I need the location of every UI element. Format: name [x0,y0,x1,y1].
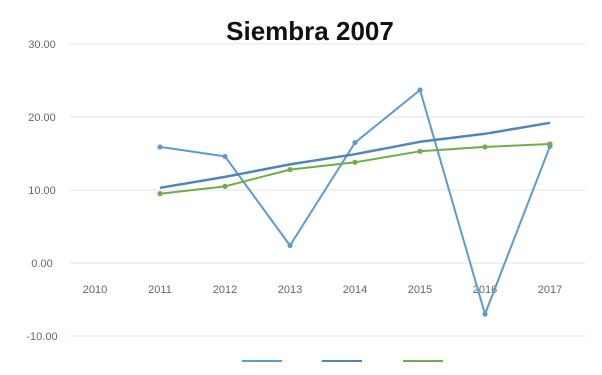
series-line [159,143,551,195]
series-2 [159,121,551,190]
data-point [352,139,358,146]
x-tick-label: 2011 [148,284,172,296]
series-line [159,121,551,190]
x-axis-ticks: 2010 2011 2012 2013 2014 2015 2016 2017 [83,284,562,296]
data-point [222,153,228,160]
x-tick-label: 2014 [343,284,367,296]
x-tick-label: 2017 [538,284,562,296]
y-tick-label: 0.00 [31,258,52,270]
series-1 [157,87,553,317]
y-tick-label: 10.00 [28,185,56,197]
x-tick-label: 2015 [408,284,432,296]
y-tick-label: -10.00 [26,331,57,343]
x-tick-label: 2012 [213,284,237,296]
data-point [287,166,293,173]
y-tick-label: 20.00 [28,112,56,124]
data-point [157,144,163,150]
data-point [157,191,163,197]
data-point [482,311,488,317]
series-lines [157,87,553,317]
data-point [417,87,423,93]
x-tick-label: 2013 [278,284,302,296]
data-point [547,141,553,147]
data-point [482,144,488,150]
x-tick-label: 2010 [83,284,107,296]
y-tick-label: 30.00 [28,39,56,51]
data-point [287,242,293,249]
series-line [159,89,551,316]
series-3 [157,141,553,197]
data-point [352,159,358,165]
y-axis-ticks: 30.00 20.00 10.00 0.00 -10.00 [26,39,57,343]
chart-title: Siembra 2007 [226,16,394,46]
data-point [417,148,423,154]
data-point [222,183,228,189]
gridlines [70,43,585,337]
